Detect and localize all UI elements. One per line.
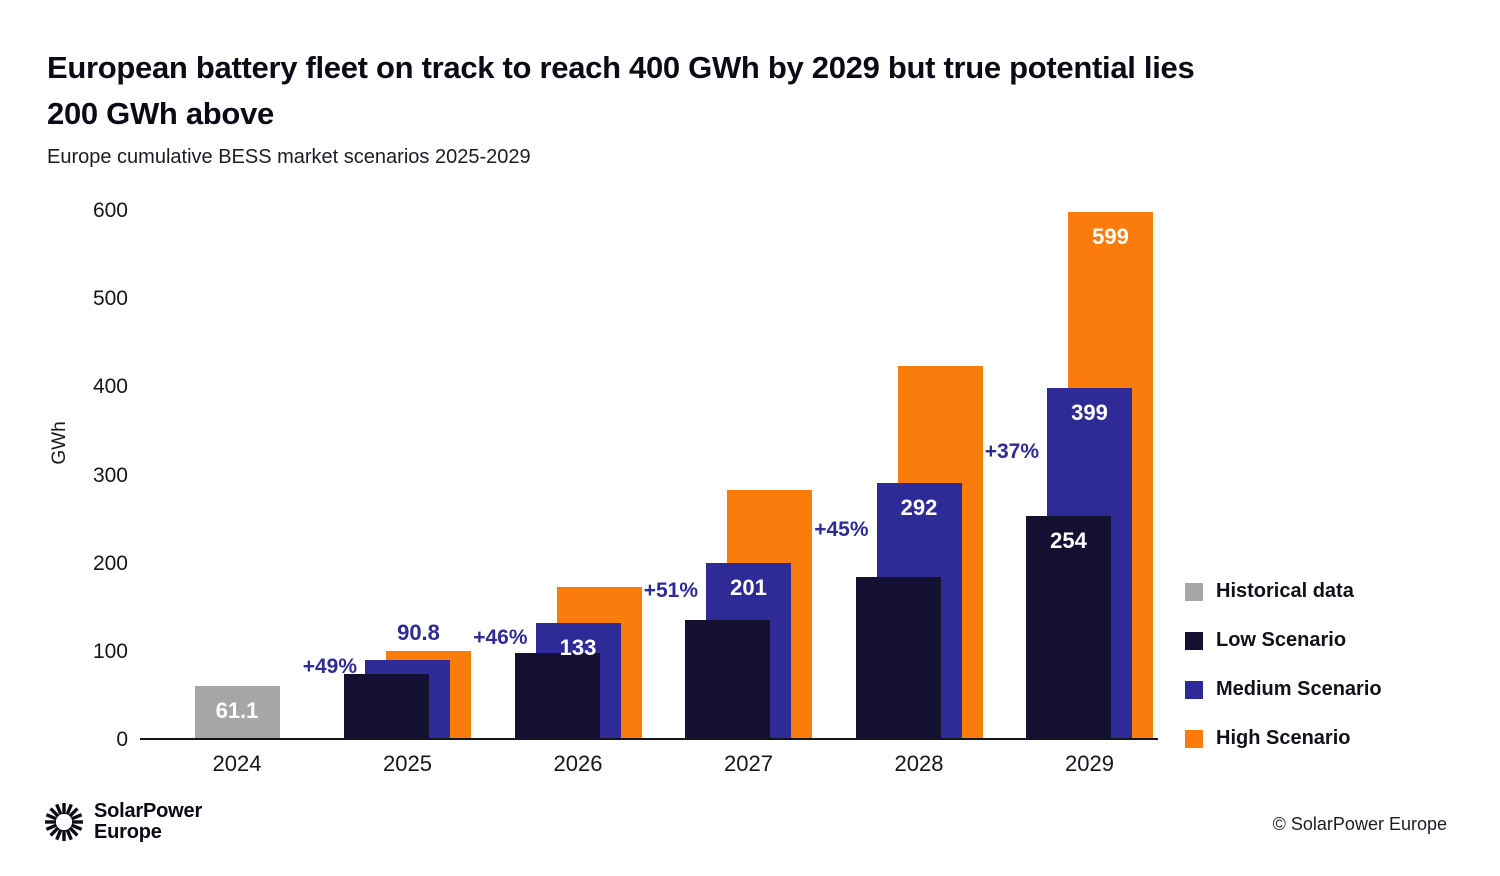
legend-swatch-low	[1185, 631, 1203, 650]
x-axis-tick: 2027	[724, 751, 773, 776]
growth-annotation: +51%	[643, 579, 698, 603]
x-axis-tick: 2025	[383, 751, 432, 776]
y-axis-tick: 600	[92, 199, 128, 223]
legend-swatch-medium	[1185, 680, 1203, 699]
y-axis-tick: 0	[116, 728, 128, 751]
legend-item-low: Low Scenario	[1185, 629, 1382, 652]
bar-low-2027	[685, 620, 770, 739]
growth-annotation: +45%	[814, 517, 869, 541]
bar-historical-2024	[194, 686, 280, 739]
y-axis-tick: 500	[92, 287, 128, 311]
legend-item-high: High Scenario	[1185, 727, 1382, 750]
legend-swatch-historical	[1185, 582, 1203, 601]
bar-value-label: 599	[1092, 223, 1129, 249]
x-axis-line	[140, 738, 1158, 740]
growth-annotation: +37%	[984, 440, 1039, 464]
y-axis-tick: 400	[92, 375, 128, 399]
y-axis-tick: 100	[92, 639, 128, 663]
bar-value-label: 61.1	[215, 698, 259, 724]
logo-line2: Europe	[94, 821, 162, 843]
logo-wordmark: SolarPower Europe	[94, 801, 202, 843]
bar-value-label: 201	[730, 574, 767, 600]
copyright-notice: © SolarPower Europe	[1272, 814, 1447, 834]
chart-subtitle: Europe cumulative BESS market scenarios …	[47, 146, 531, 168]
x-axis-tick: 2029	[1065, 751, 1114, 776]
y-axis-tick: 200	[92, 551, 128, 575]
growth-annotation: +46%	[473, 625, 528, 649]
legend-label-low: Low Scenario	[1216, 629, 1347, 651]
legend-label-high: High Scenario	[1216, 727, 1351, 749]
bar-value-label: 292	[900, 494, 938, 520]
legend-item-medium: Medium Scenario	[1185, 678, 1382, 701]
bar-low-2025	[344, 673, 429, 739]
growth-annotation: +49%	[302, 654, 357, 678]
sun-icon	[45, 803, 83, 841]
legend-label-medium: Medium Scenario	[1216, 678, 1382, 700]
bar-value-label: 399	[1071, 400, 1108, 426]
x-axis-tick: 2028	[894, 751, 944, 776]
legend-label-historical: Historical data	[1216, 580, 1354, 602]
y-axis-tick: 300	[92, 463, 128, 487]
chart-title-line1: European battery fleet on track to reach…	[47, 50, 1195, 85]
bar-low-2026	[514, 652, 600, 739]
logo-line1: SolarPower	[94, 800, 203, 822]
bar-value-label: 254	[1050, 528, 1087, 554]
bar-low-2028	[855, 576, 941, 739]
bar-low-2029	[1026, 516, 1111, 739]
legend-item-historical: Historical data	[1185, 580, 1382, 603]
solarpower-europe-logo: SolarPower Europe	[44, 801, 202, 843]
legend-swatch-high	[1185, 729, 1203, 748]
chart-legend: Historical data Low Scenario Medium Scenar…	[1185, 580, 1382, 750]
bar-value-label: 133	[559, 634, 597, 660]
x-axis-tick: 2026	[553, 751, 603, 776]
x-axis-tick: 2024	[212, 751, 262, 776]
chart-title-line2: 200 GWh above	[47, 96, 274, 131]
bar-value-label: 90.8	[397, 619, 440, 645]
